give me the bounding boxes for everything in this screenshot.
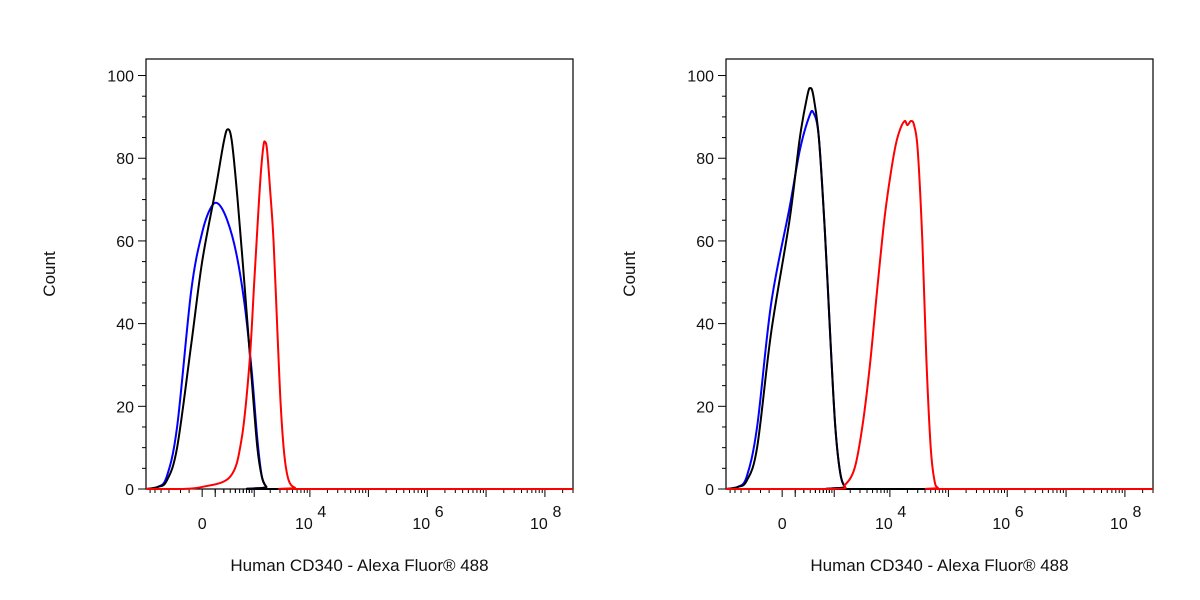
x-tick-exponent: 6 [1015,504,1024,521]
histogram-series-line-2 [726,119,1153,491]
x-axis-title: Human CD340 - Alexa Fluor® 488 [230,556,488,575]
y-tick-label: 40 [116,317,134,334]
y-tick-label: 40 [696,317,714,334]
x-tick-label: 10 [530,516,548,533]
x-tick-label: 10 [412,516,430,533]
x-tick-label: 10 [295,516,313,533]
plot-frame [145,58,574,490]
x-tick-exponent: 4 [897,504,906,521]
plot-frame [725,58,1154,490]
histogram-series-line-2 [146,140,573,491]
y-tick-label: 20 [696,399,714,416]
y-axis-title: Count [620,251,639,297]
y-tick-label: 80 [116,151,134,168]
histogram-series-line-0 [145,201,573,491]
y-tick-label: 100 [107,69,134,86]
histogram-series-line-1 [145,128,573,491]
x-tick-label: 0 [778,516,787,533]
x-tick-label: 10 [1110,516,1128,533]
histogram-series-line-1 [725,86,1153,491]
y-tick-label: 100 [687,69,714,86]
x-tick-exponent: 6 [435,504,444,521]
x-tick-label: 10 [875,516,893,533]
histogram-series-line-0 [725,109,1153,491]
x-tick-label: 0 [198,516,207,533]
y-tick-label: 20 [116,399,134,416]
x-tick-exponent: 8 [552,504,561,521]
x-axis-title: Human CD340 - Alexa Fluor® 488 [810,556,1068,575]
y-tick-label: 80 [696,151,714,168]
x-tick-exponent: 4 [317,504,326,521]
y-tick-label: 60 [116,234,134,251]
y-tick-label: 60 [696,234,714,251]
y-tick-label: 0 [125,482,134,499]
y-tick-label: 0 [705,482,714,499]
x-tick-exponent: 8 [1132,504,1141,521]
x-tick-label: 10 [992,516,1010,533]
y-axis-title: Count [40,251,59,297]
